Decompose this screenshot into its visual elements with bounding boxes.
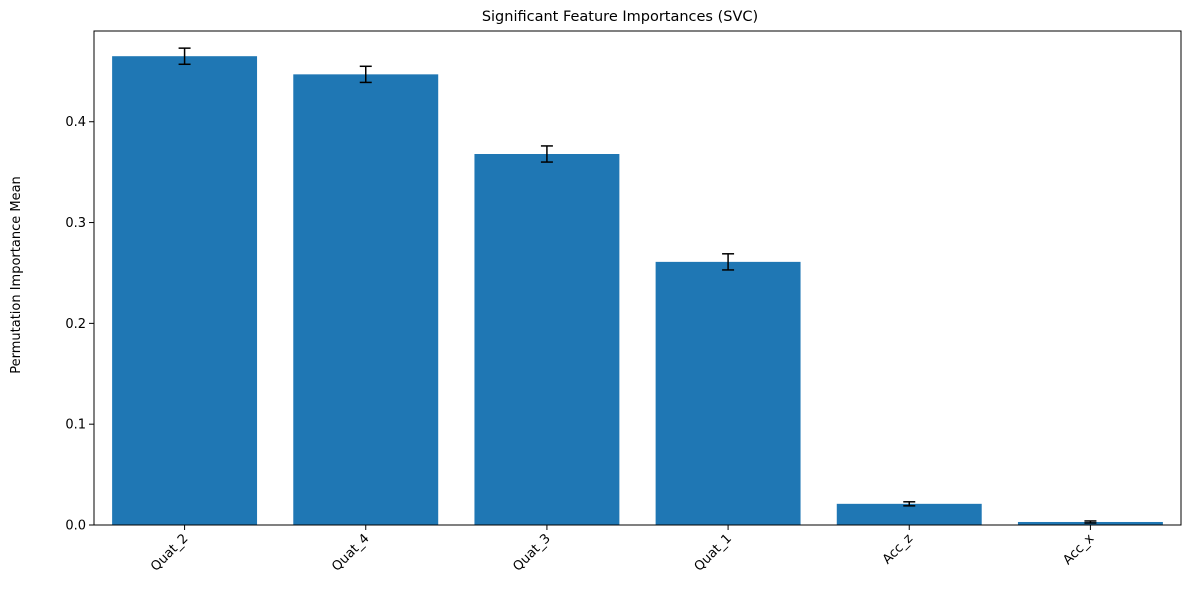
plot-area: Quat_2 Quat_4 Quat_3 Quat_1 Acc_z Acc_x 0.0 0.1… (65, 30, 1182, 575)
y-tick-label: 0.3 (65, 216, 86, 231)
chart-title: Significant Feature Importances (SVC) (482, 9, 758, 25)
bar-quat-1 (655, 261, 801, 525)
bar-quat-3 (474, 154, 620, 525)
bar-acc-z (836, 503, 982, 525)
y-tick-label: 0.2 (65, 317, 86, 332)
x-tick-label: Quat_3 (510, 531, 553, 574)
bar-quat-2 (112, 56, 258, 525)
x-tick-label: Acc_z (880, 531, 916, 567)
x-tick-label: Quat_4 (329, 531, 372, 574)
y-tick-label: 0.4 (65, 115, 86, 130)
x-tick-label: Acc_x (1060, 531, 1097, 568)
y-axis-label: Permutation Importance Mean (9, 176, 24, 374)
x-tick-label: Quat_1 (692, 531, 735, 574)
x-tick-label: Quat_2 (148, 531, 191, 574)
y-tick-label: 0.1 (65, 418, 86, 433)
axes-frame (93, 30, 1182, 526)
bar-quat-4 (293, 74, 439, 525)
y-tick-label: 0.0 (65, 519, 86, 534)
